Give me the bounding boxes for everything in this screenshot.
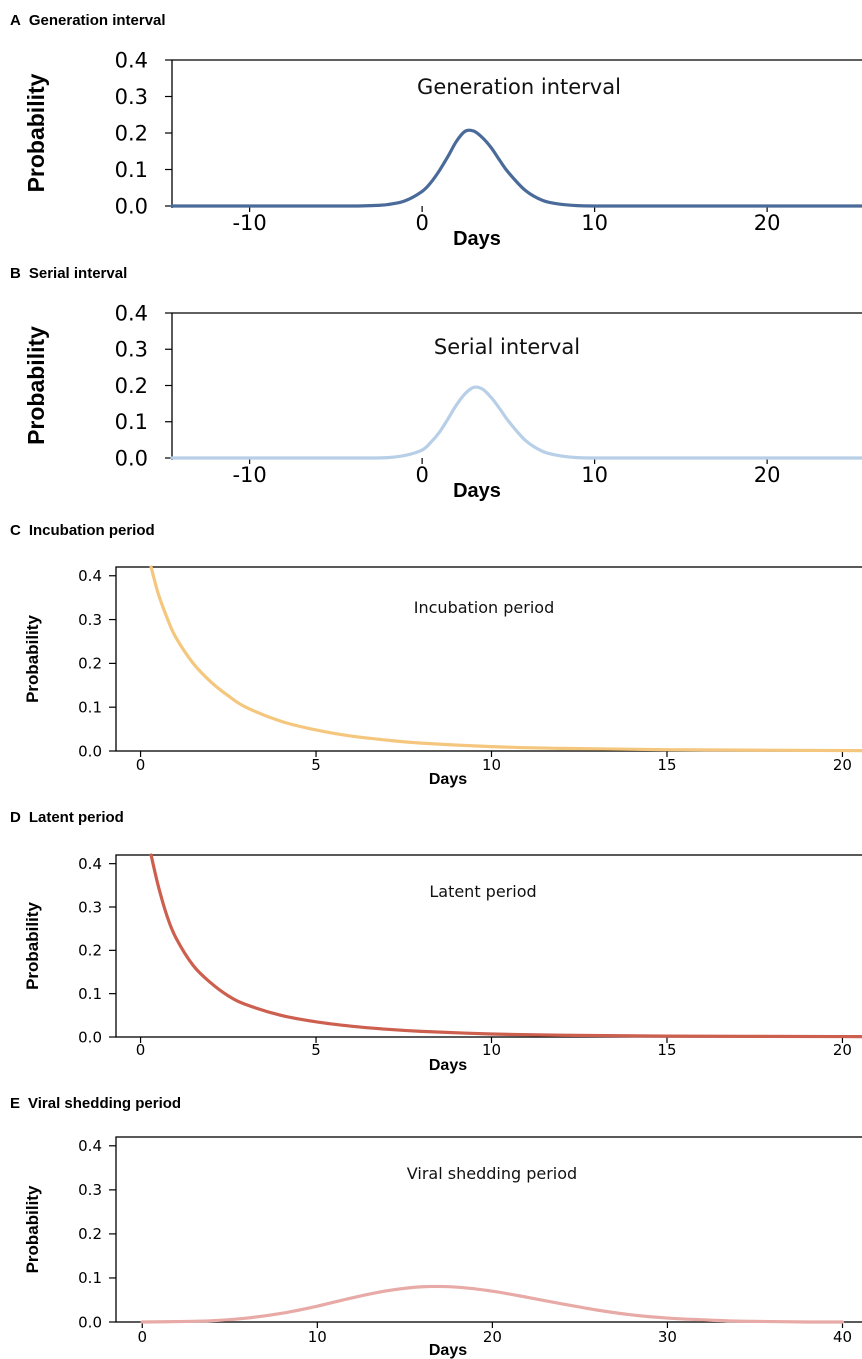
y-axis-title: Probability: [23, 615, 42, 703]
chart-title: Generation interval: [417, 75, 621, 99]
y-tick-label: 0.3: [78, 1181, 102, 1199]
x-axis-title: Days: [429, 1342, 467, 1359]
panel-letter: A: [10, 12, 21, 29]
chart-panel-c: C Incubation period 0.0 0.1 0.2 0.3 0.4 0 5 10 15 2…: [10, 522, 862, 788]
chart-title: Serial interval: [434, 335, 580, 359]
panel-letter: E: [10, 1095, 20, 1112]
y-tick-label: 0.4: [115, 48, 148, 72]
y-tick-label: 0.0: [78, 1028, 102, 1046]
x-tick-label: 0: [415, 211, 428, 235]
y-tick-label: 0.4: [78, 567, 102, 585]
plot-frame: [115, 854, 862, 1038]
y-tick-label: 0.2: [78, 942, 102, 960]
series-line-c: [149, 565, 862, 753]
chart-title: Latent period: [429, 882, 536, 901]
y-tick-label: 0.2: [115, 374, 148, 398]
x-tick-label: 20: [754, 463, 781, 487]
panel-letter: D: [10, 809, 21, 826]
x-tick-label: 10: [482, 1041, 501, 1059]
x-tick-label: 0: [136, 756, 146, 774]
chart-panel-e: E Viral shedding period 0.0 0.1 0.2 0.3 0.4 0 10…: [10, 1095, 862, 1359]
x-tick-label: -10: [232, 211, 266, 235]
panel-header: C Incubation period: [10, 522, 155, 539]
panel-header: B Serial interval: [10, 265, 127, 282]
x-axis-title: Days: [429, 771, 467, 788]
chart-title: Incubation period: [414, 598, 554, 617]
y-axis-title: Probability: [23, 1185, 42, 1273]
x-tick-label: 15: [657, 756, 676, 774]
x-tick-label: 15: [657, 1041, 676, 1059]
series-line-e: [140, 1284, 845, 1324]
y-tick-label: 0.2: [115, 121, 148, 145]
y-tick-label: 0.0: [115, 194, 148, 218]
x-tick-label: 20: [483, 1328, 502, 1346]
y-tick-label: 0.3: [78, 898, 102, 916]
y-tick-label: 0.3: [115, 338, 148, 362]
chart-panel-b: B Serial interval 0.0 0.1 0.2 0.3 0.4 -10 0 10 20 D…: [10, 265, 862, 502]
chart-title: Viral shedding period: [407, 1164, 577, 1183]
series-line-d: [149, 853, 862, 1039]
x-tick-label: 20: [754, 211, 781, 235]
y-tick-label: 0.1: [78, 985, 102, 1003]
y-tick-label: 0.0: [78, 742, 102, 760]
y-tick-label: 0.1: [78, 1269, 102, 1287]
panel-heading: Viral shedding period: [28, 1095, 181, 1112]
plot-frame: [115, 1136, 862, 1323]
y-tick-label: 0.4: [78, 1137, 102, 1155]
y-tick-label: 0.2: [78, 655, 102, 673]
y-tick-label: 0.2: [78, 1225, 102, 1243]
x-tick-label: 10: [308, 1328, 327, 1346]
y-tick-label: 0.4: [115, 301, 148, 325]
panel-letter: B: [10, 265, 21, 282]
x-tick-label: 0: [415, 463, 428, 487]
y-tick-label: 0.1: [115, 158, 148, 182]
x-axis-title: Days: [453, 228, 501, 250]
y-axis-title: Probability: [23, 326, 49, 445]
y-tick-label: 0.4: [78, 855, 102, 873]
x-tick-label: -10: [232, 463, 266, 487]
x-tick-label: 5: [311, 756, 321, 774]
series-line-a: [170, 128, 862, 208]
y-axis-title: Probability: [23, 902, 42, 990]
panel-heading: Latent period: [29, 809, 124, 826]
panel-letter: C: [10, 522, 21, 539]
y-tick-label: 0.0: [78, 1313, 102, 1331]
y-tick-label: 0.3: [115, 85, 148, 109]
plot-frame: [115, 566, 862, 752]
x-tick-label: 5: [311, 1041, 321, 1059]
chart-panel-a: A Generation interval 0.0 0.1 0.2 0.3 0.4 -10 0 1…: [10, 12, 862, 250]
panel-header: A Generation interval: [10, 12, 166, 29]
y-tick-label: 0.1: [115, 410, 148, 434]
x-tick-label: 10: [581, 211, 608, 235]
x-tick-label: 40: [833, 1328, 852, 1346]
x-tick-label: 10: [581, 463, 608, 487]
panel-header: E Viral shedding period: [10, 1095, 181, 1112]
chart-panel-d: D Latent period 0.0 0.1 0.2 0.3 0.4 0 5 10 15 20 Day…: [10, 809, 862, 1074]
panel-heading: Generation interval: [29, 12, 166, 29]
y-tick-label: 0.0: [115, 446, 148, 470]
panel-heading: Serial interval: [29, 265, 127, 282]
x-tick-label: 10: [482, 756, 501, 774]
x-tick-label: 20: [833, 756, 852, 774]
x-axis-title: Days: [429, 1057, 467, 1074]
y-axis-title: Probability: [23, 73, 49, 192]
panel-header: D Latent period: [10, 809, 124, 826]
x-axis-title: Days: [453, 480, 501, 502]
x-tick-label: 0: [136, 1041, 146, 1059]
x-tick-label: 30: [658, 1328, 677, 1346]
y-tick-label: 0.3: [78, 611, 102, 629]
series-line-b: [170, 385, 862, 460]
x-tick-label: 0: [137, 1328, 147, 1346]
y-tick-label: 0.1: [78, 698, 102, 716]
panel-heading: Incubation period: [29, 522, 155, 539]
x-tick-label: 20: [833, 1041, 852, 1059]
